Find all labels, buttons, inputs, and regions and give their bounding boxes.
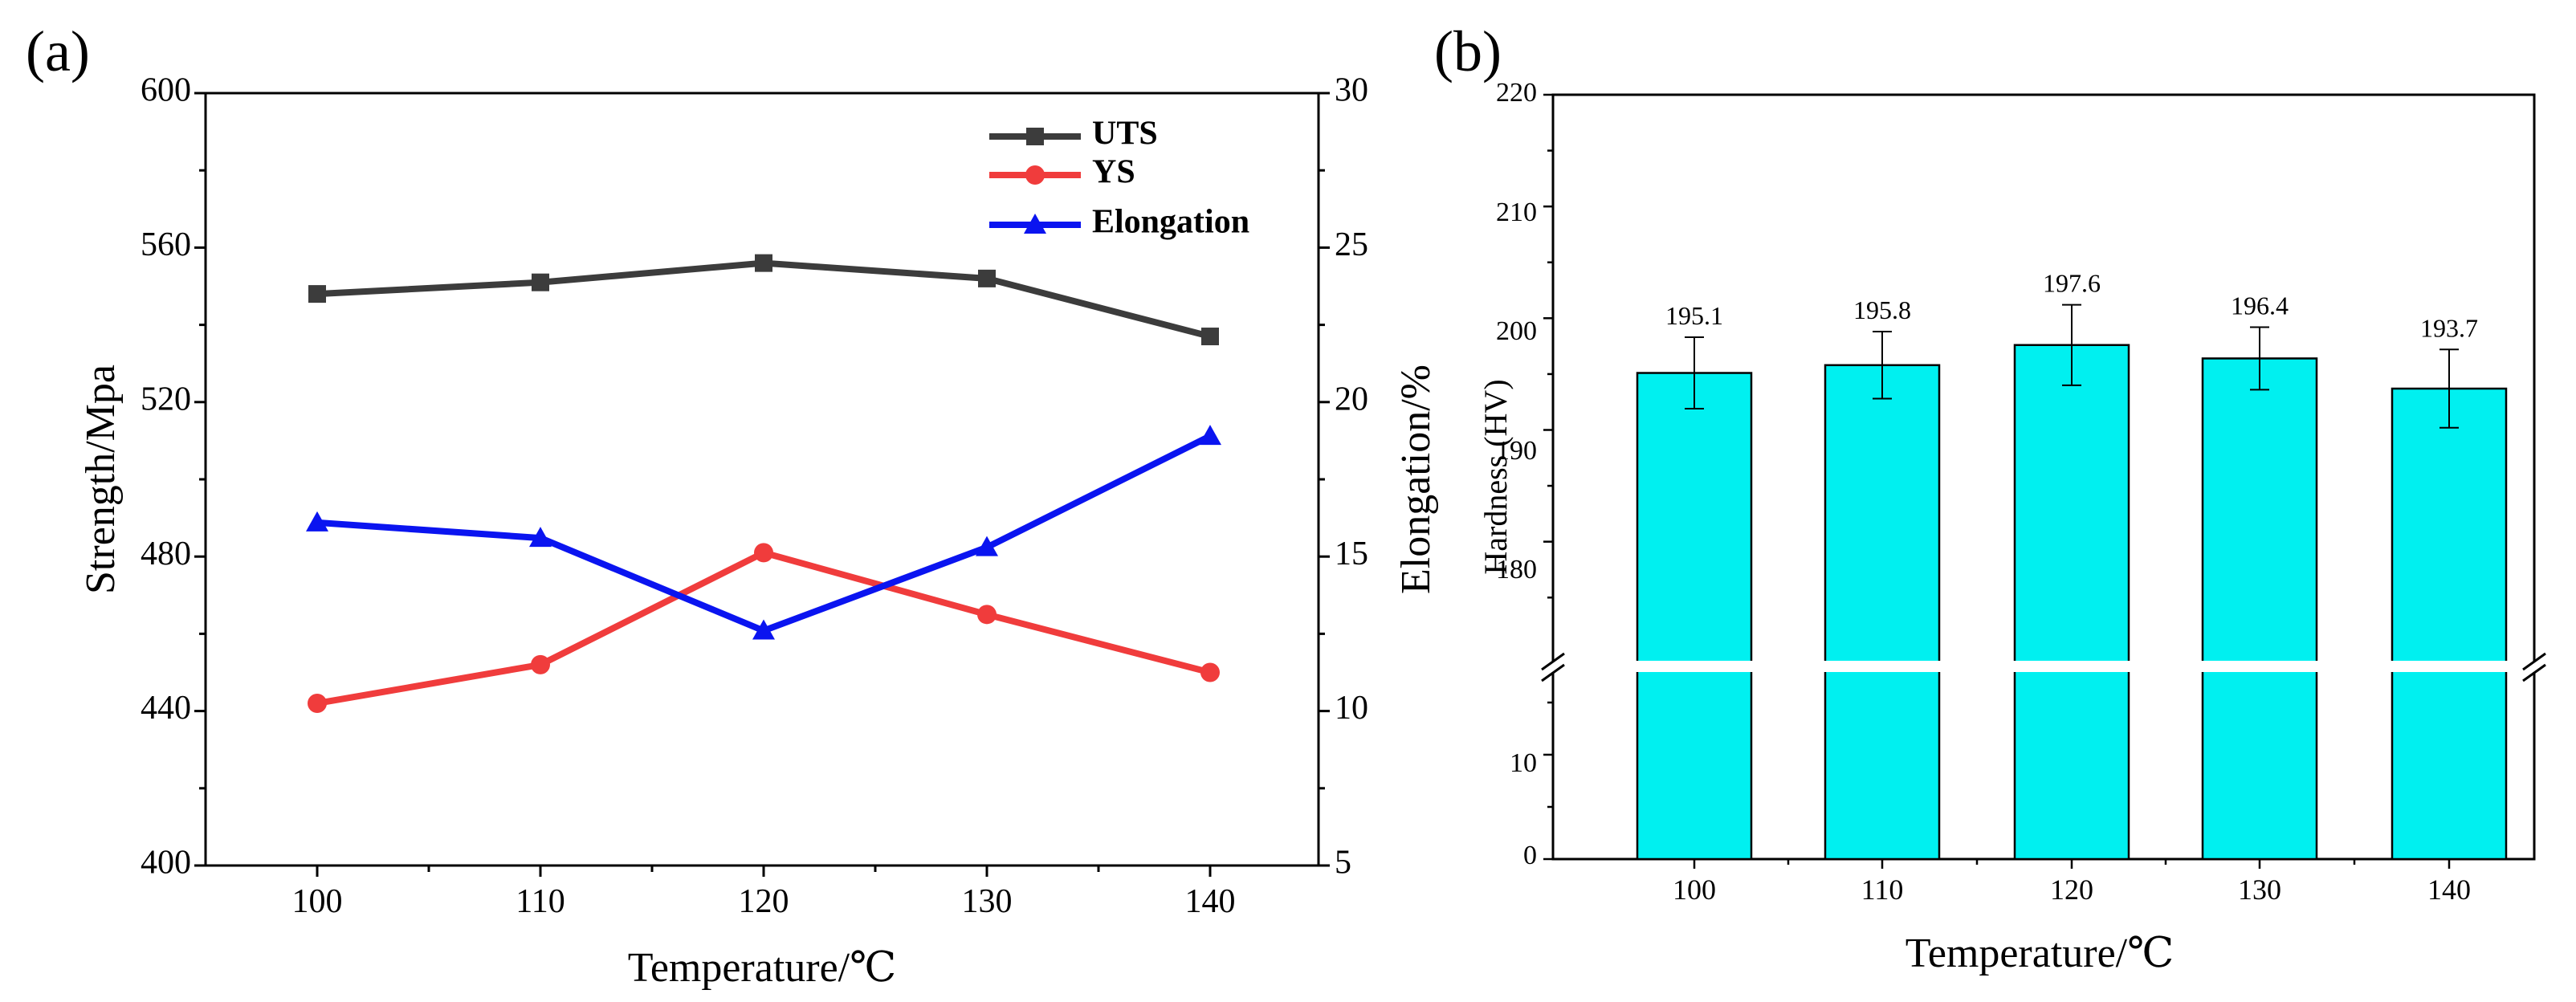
data-point-ys	[308, 693, 327, 713]
data-point-elongation	[752, 619, 775, 640]
data-point-ys	[754, 543, 773, 563]
y-tick-label: 400	[141, 845, 191, 882]
data-point-ys	[531, 654, 550, 674]
bar	[2391, 387, 2508, 861]
axis-break-mark-right	[2522, 652, 2546, 671]
legend-label-ys: YS	[1092, 154, 1135, 191]
x-tick-labels-a: 100 110 120 130 140	[292, 883, 1236, 920]
y2-tick-label: 25	[1335, 226, 1368, 263]
axis-break-mark-right	[2522, 663, 2546, 682]
y2-axis-title-a: Elongation/%	[1393, 365, 1439, 594]
data-point-uts	[532, 273, 549, 291]
x-tick-label: 100	[292, 883, 343, 920]
bar	[2201, 357, 2318, 861]
legend-marker-uts	[1026, 128, 1044, 145]
y-tick-label: 10	[1510, 748, 1537, 778]
data-point-uts	[755, 254, 772, 272]
axis-break-mark-left	[1541, 652, 1565, 671]
y2-tick-label: 15	[1335, 536, 1368, 572]
x-tick-label: 110	[1861, 874, 1904, 906]
legend-marker-elongation	[1024, 214, 1046, 234]
y-tick-label: 480	[141, 536, 191, 572]
bar-value-label: 193.7	[2420, 313, 2478, 342]
series-group-a	[306, 254, 1221, 713]
series-line-elongation	[316, 433, 1212, 634]
y2-tick-label: 10	[1335, 690, 1368, 727]
panel-a-label: (a)	[26, 19, 90, 84]
y-tick-label: 560	[141, 226, 191, 263]
bars-group-b: 195.1 195.8 197.6 196.4 193.7	[1550, 269, 2537, 861]
legend-label-elongation: Elongation	[1092, 204, 1249, 241]
y-tick-label: 520	[141, 381, 191, 418]
x-tick-label: 100	[1673, 874, 1716, 906]
bar-value-label: 197.6	[2043, 269, 2101, 298]
x-tick-label: 130	[2238, 874, 2281, 906]
y-tick-label: 0	[1523, 841, 1537, 870]
data-point-elongation	[976, 536, 998, 556]
y-tick-label: 190	[1496, 436, 1537, 466]
y-tick-label: 440	[141, 690, 191, 727]
y-tick-label: 220	[1496, 78, 1537, 108]
legend-a: UTS YS Elongation	[989, 116, 1249, 241]
data-point-uts	[308, 285, 326, 303]
data-point-elongation	[306, 511, 328, 532]
x-tick-label: 120	[2050, 874, 2093, 906]
data-point-elongation	[529, 527, 552, 548]
bar	[2013, 344, 2130, 861]
bar-chart-panel-b: 195.1 195.8 197.6 196.4 193.7 0 10 180 190 2…	[1478, 78, 2546, 976]
x-tick-label: 110	[516, 883, 565, 920]
y-tick-labels-b: 0 10 180 190 200 210 220	[1496, 78, 1537, 870]
y-tick-label: 200	[1496, 316, 1537, 346]
data-point-uts	[978, 269, 996, 287]
y-axis-title-a: Strength/Mpa	[78, 365, 124, 594]
y-tick-label: 600	[141, 72, 191, 109]
bar-value-label: 195.1	[1665, 301, 1723, 330]
data-point-elongation	[1199, 425, 1221, 446]
data-point-ys	[1200, 662, 1220, 682]
axis-ticks-b	[1541, 93, 2546, 869]
bar	[1636, 372, 1753, 861]
x-tick-label: 140	[2427, 874, 2471, 906]
y-tick-labels-a: 400 440 480 520 560 600	[141, 72, 191, 882]
axis-break-mark-left	[1541, 663, 1565, 682]
axis-ticks-a	[194, 92, 1330, 877]
x-tick-label: 130	[962, 883, 1013, 920]
bar	[1824, 364, 1941, 861]
y2-tick-label: 20	[1335, 381, 1368, 418]
y2-tick-label: 5	[1335, 845, 1351, 882]
x-tick-labels-b: 100 110 120 130 140	[1673, 874, 2471, 906]
data-point-uts	[1201, 328, 1219, 346]
data-point-ys	[977, 605, 997, 625]
x-tick-label: 120	[739, 883, 789, 920]
legend-marker-ys	[1025, 165, 1045, 185]
y-tick-label: 180	[1496, 555, 1537, 584]
panel-b-label: (b)	[1434, 19, 1502, 84]
bar-value-label: 195.8	[1853, 295, 1911, 324]
y2-tick-label: 30	[1335, 72, 1368, 109]
x-axis-title-a: Temperature/℃	[628, 945, 897, 991]
series-line-uts	[316, 259, 1212, 340]
axis-break-gap	[1550, 661, 2537, 672]
y2-tick-labels-a: 5 10 15 20 25 30	[1335, 72, 1368, 882]
legend-label-uts: UTS	[1092, 116, 1158, 153]
bar-value-label: 196.4	[2231, 291, 2289, 320]
x-axis-title-b: Temperature/℃	[1906, 931, 2175, 976]
line-chart-panel-a: 400 440 480 520 560 600 5 10 15 20 25 30…	[78, 72, 1439, 991]
y-tick-label: 210	[1496, 198, 1537, 227]
x-tick-label: 140	[1185, 883, 1236, 920]
y-axis-title-b: Hardness (HV)	[1478, 379, 1514, 574]
